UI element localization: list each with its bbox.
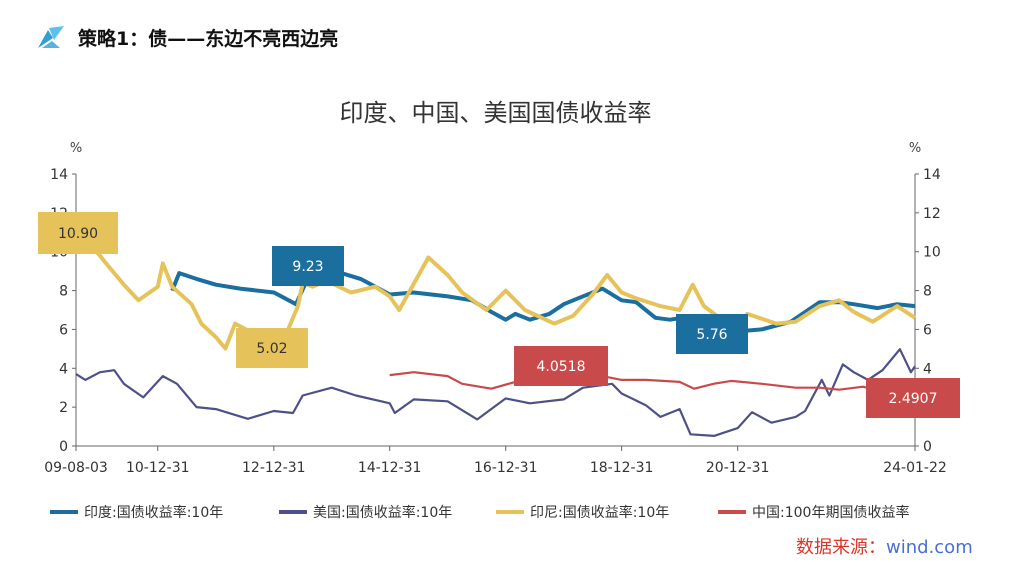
chart-title: 印度、中国、美国国债收益率 <box>340 99 652 127</box>
legend-label-2: 印尼:国债收益率:10年 <box>530 504 669 521</box>
x-tick-label: 18-12-31 <box>590 460 654 476</box>
callout-box <box>676 314 748 354</box>
y-unit-left: % <box>70 141 82 156</box>
legend-label-1: 美国:国债收益率:10年 <box>313 504 452 521</box>
x-tick-label: 24-01-22 <box>883 460 947 476</box>
callout-label: 4.0518 <box>537 359 586 375</box>
legend-label-0: 印度:国债收益率:10年 <box>84 504 223 521</box>
y-tick-label-right: 14 <box>923 167 941 183</box>
x-tick-label: 20-12-31 <box>706 460 770 476</box>
callout-label: 5.02 <box>256 341 287 357</box>
y-tick-label-right: 6 <box>923 322 932 338</box>
slide-title: 策略1：债——东边不亮西边亮 <box>78 27 339 50</box>
y-tick-label-right: 4 <box>923 361 932 377</box>
x-tick-label: 16-12-31 <box>474 460 538 476</box>
y-unit-right: % <box>909 141 921 156</box>
y-tick-label-left: 4 <box>59 361 68 377</box>
y-tick-label-left: 14 <box>50 167 68 183</box>
slide-header: 策略1：债——东边不亮西边亮 <box>36 22 338 52</box>
x-tick-label: 09-08-03 <box>44 460 108 476</box>
source-label: 数据来源： <box>796 537 886 558</box>
x-tick-label: 10-12-31 <box>126 460 190 476</box>
series-line-1 <box>75 348 916 437</box>
callout-label: 10.90 <box>58 226 98 242</box>
series-line-2 <box>74 232 917 351</box>
callout-box <box>866 378 960 418</box>
y-tick-label-right: 8 <box>923 284 932 300</box>
callout-label: 9.23 <box>292 259 323 275</box>
logo-icon <box>38 26 64 48</box>
series-line-3 <box>389 366 916 399</box>
callout-box <box>236 328 308 368</box>
callout-label: 5.76 <box>696 327 727 343</box>
callout-label: 2.4907 <box>889 391 938 407</box>
callout-box <box>38 212 118 254</box>
x-tick-label: 14-12-31 <box>358 460 422 476</box>
callout-box <box>514 346 608 386</box>
y-tick-label-left: 8 <box>59 284 68 300</box>
y-tick-label-right: 10 <box>923 245 941 261</box>
y-tick-label-right: 12 <box>923 206 941 222</box>
y-tick-label-left: 2 <box>59 400 68 416</box>
y-tick-label-right: 0 <box>923 439 932 455</box>
source-watermark: 数据来源：wind.com <box>796 533 973 559</box>
legend-label-3: 中国:100年期国债收益率 <box>752 504 909 521</box>
x-tick-label: 12-12-31 <box>242 460 306 476</box>
y-tick-label-left: 6 <box>59 322 68 338</box>
callout-box <box>272 246 344 286</box>
y-tick-label-left: 0 <box>59 439 68 455</box>
source-site: wind.com <box>886 537 973 558</box>
